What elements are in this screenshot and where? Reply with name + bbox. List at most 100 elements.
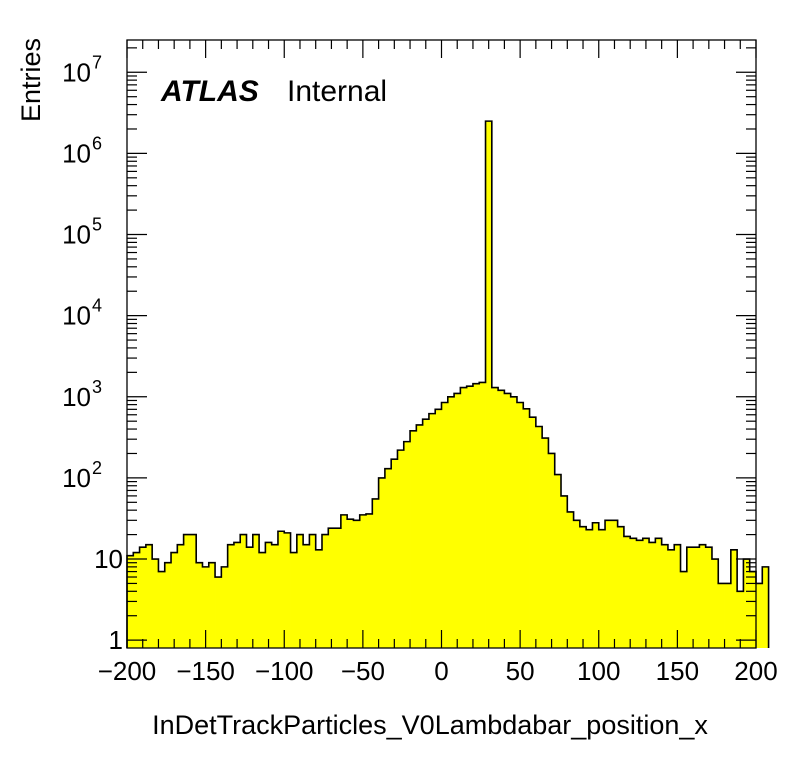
histogram-bin [265, 542, 273, 648]
histogram-bin [699, 544, 707, 648]
histogram-bin [328, 528, 335, 648]
histogram-bin [378, 477, 386, 648]
histogram-bin [737, 591, 744, 648]
histogram-bin [334, 528, 342, 648]
x-tick-label: 50 [506, 656, 535, 686]
histogram-bin [233, 542, 241, 648]
histogram-bin [674, 544, 681, 648]
histogram-bars-layer [126, 120, 770, 648]
y-tick-exponent: 6 [92, 133, 102, 153]
histogram-bin [428, 413, 436, 648]
histogram-bin [403, 441, 411, 648]
histogram-bin [567, 511, 574, 648]
histogram-bin [397, 450, 405, 648]
labels-layer: ATLAS Internal InDetTrackParticles_V0Lam… [16, 38, 708, 740]
y-tick-label: 10 [62, 220, 91, 250]
histogram-bin [202, 566, 210, 648]
histogram-bin [221, 566, 229, 648]
histogram-bin [686, 547, 694, 648]
histogram-bin [554, 474, 562, 648]
histogram-bin [422, 419, 430, 648]
histogram-bin [630, 538, 637, 648]
histogram-bin [384, 468, 392, 648]
y-tick-exponent: 2 [92, 458, 102, 478]
histogram-bin [410, 430, 417, 648]
histogram-bin [240, 534, 247, 648]
y-tick-label: 10 [62, 301, 91, 331]
histogram-bin [649, 542, 656, 648]
histogram-bin [756, 583, 763, 648]
histogram-bin [711, 559, 719, 648]
histogram-bin [523, 408, 530, 648]
histogram-bin [598, 529, 606, 648]
histogram-bin [466, 386, 474, 648]
histogram-bin [189, 534, 197, 648]
histogram-bin [447, 396, 455, 648]
histogram-bin [661, 544, 669, 648]
histogram-bin [623, 536, 631, 648]
x-tick-label: −200 [98, 656, 157, 686]
histogram-bin [718, 583, 725, 648]
histogram-bin [724, 583, 732, 648]
histogram-bin [152, 559, 159, 648]
histogram-bin [611, 520, 619, 648]
histogram-bin [133, 552, 140, 648]
histogram-bin [586, 529, 593, 648]
y-tick-exponent: 3 [92, 377, 102, 397]
histogram-bin [472, 383, 480, 648]
histogram-bin [208, 562, 216, 648]
x-axis-title: InDetTrackParticles_V0Lambdabar_position… [152, 710, 708, 740]
y-tick-label: 10 [62, 138, 91, 168]
histogram-bin [158, 571, 166, 648]
histogram-bin [592, 522, 600, 648]
histogram-bin [693, 547, 700, 648]
histogram-bin [284, 532, 291, 648]
histogram-bin [762, 566, 769, 648]
histogram-bin [435, 409, 442, 648]
histogram-bin [535, 426, 543, 648]
histogram-bin [290, 552, 298, 648]
histogram-bin [359, 514, 367, 648]
histogram-outline [126, 120, 770, 648]
x-tick-label: −100 [255, 656, 314, 686]
histogram-bin [579, 526, 587, 648]
histogram-bin [321, 534, 329, 648]
histogram-bin [542, 438, 549, 648]
histogram-bin [183, 534, 191, 648]
histogram-bin [529, 417, 537, 648]
histogram-bin [366, 513, 373, 648]
y-tick-label: 10 [94, 544, 123, 574]
histogram-bin [252, 534, 260, 648]
y-tick-exponent: 7 [92, 52, 102, 72]
histogram-bin [277, 531, 285, 648]
histogram-bin [642, 538, 650, 648]
histogram-bin [498, 390, 505, 648]
histogram-bin [479, 382, 486, 648]
histogram-bin [605, 520, 612, 648]
histogram-bin [749, 571, 757, 648]
x-tick-label: 150 [656, 656, 699, 686]
histogram-bin [259, 552, 266, 648]
histogram-bin [680, 571, 688, 648]
histogram-bin [491, 387, 499, 648]
x-tick-label: 200 [734, 656, 777, 686]
histogram-bin [340, 514, 348, 648]
histogram-bin [655, 538, 663, 648]
histogram-bin [573, 520, 581, 648]
histogram-bin [171, 552, 178, 648]
x-tick-label: 0 [434, 656, 448, 686]
histogram-bin [347, 519, 354, 648]
histogram-bin [164, 562, 172, 648]
histogram-bin [636, 540, 644, 648]
histogram-bin [516, 402, 524, 648]
y-tick-label: 10 [62, 463, 91, 493]
histogram-bin [743, 559, 751, 648]
histogram-bin [315, 549, 323, 648]
histogram-bin [454, 393, 461, 648]
histogram-bin [177, 544, 185, 648]
x-tick-label: −50 [341, 656, 385, 686]
histogram-bin [617, 526, 625, 648]
histogram-bin [139, 547, 147, 648]
histogram-bin [196, 562, 203, 648]
